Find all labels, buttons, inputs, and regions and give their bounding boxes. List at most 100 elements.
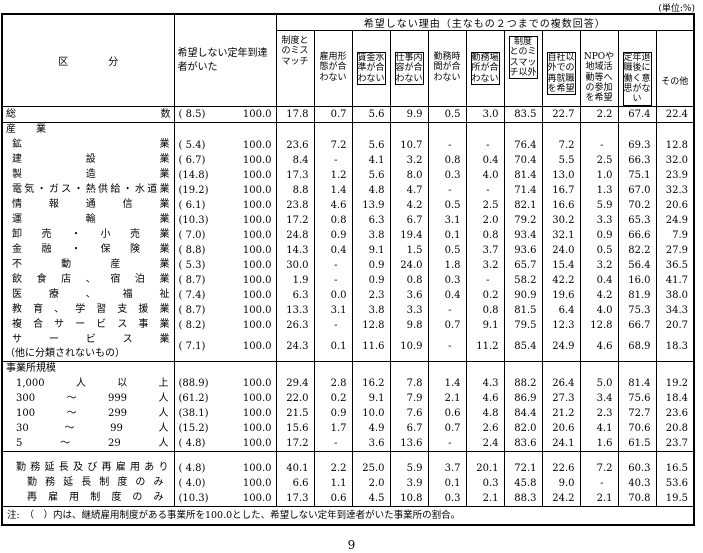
value-cell: 75.1	[617, 167, 657, 183]
value-cell: 2.3	[579, 406, 619, 421]
value-cell: 0.4	[579, 272, 619, 288]
value-cell	[313, 122, 353, 138]
column-header: 雇用形態が合わない	[313, 30, 353, 107]
value-cell: 24.0	[541, 242, 581, 258]
row-label: 勤務延長及び再雇用あり	[1, 460, 175, 476]
table-footer: 注: （ ）内は、継続雇用制度がある事業所を100.0とした、希望しない定年到達…	[1, 505, 695, 525]
value-cell: 0.4	[427, 287, 467, 303]
value-cell: 24.1	[541, 436, 581, 452]
table-row: 製造業 (14.8) 100.0 17.3 1.2 5.6 8.0 0.3 4.0 81.4 13.…	[1, 167, 695, 183]
row-label: 複合サービス事業	[1, 317, 175, 333]
value-cell: 23.6	[275, 137, 315, 153]
value-cell: 3.2	[465, 257, 505, 273]
value-cell: 70.6	[617, 421, 657, 436]
value-cell: 2.8	[313, 376, 353, 391]
value-cell: 4.8	[465, 406, 505, 421]
value-cell: 0.8	[313, 212, 353, 228]
column-header-label: 勤務時間が合わない	[433, 52, 461, 83]
value-cell: 17.3	[275, 490, 315, 506]
value-cell	[275, 360, 315, 376]
value-cell: 88.3	[503, 490, 543, 506]
value-cell: 16.2	[351, 376, 391, 391]
value-cell: 30.0	[275, 257, 315, 273]
table-row: 総数( 8.5) 100.0 17.8 0.7 5.6 9.9 0.5 3.0 83.5 22.7…	[1, 106, 695, 123]
value-cell: 38.0	[655, 287, 695, 303]
value-cell: 2.2	[579, 106, 619, 123]
value-cell: 10.0	[351, 406, 391, 421]
table-body: 総数( 8.5) 100.0 17.8 0.7 5.6 9.9 0.5 3.0 83.5 22.7…	[1, 106, 695, 506]
value-cell: 24.0	[389, 257, 429, 273]
value-cell: 0.2	[313, 391, 353, 406]
value-cell	[351, 360, 391, 376]
value-cell: 0.3	[427, 167, 467, 183]
value-cell: 3.2	[579, 257, 619, 273]
value-cell: 90.9	[503, 287, 543, 303]
column-header-label: NPOや地域活動等への参加を希望	[583, 52, 615, 104]
value-cell: 19.6	[541, 287, 581, 303]
table-header: 区 分 希望しない定年到達者がいた 希望しない理由（主なもの２つまでの複数回答）…	[1, 13, 695, 107]
value-cell: 3.8	[351, 302, 391, 318]
column-header-label: 制度とのミスマッチ	[281, 36, 309, 67]
had-retirees-cell	[173, 360, 277, 376]
had-retirees-cell: (61.2) 100.0	[173, 391, 277, 406]
value-cell: 16.5	[655, 460, 695, 476]
had-retirees-cell: (19.2) 100.0	[173, 182, 277, 198]
value-cell: 1.1	[313, 475, 353, 491]
had-retirees-cell	[173, 122, 277, 138]
value-cell: 0.4	[465, 152, 505, 168]
column-header: その他	[655, 30, 695, 107]
value-cell: 0.6	[427, 406, 467, 421]
had-retirees-cell: ( 8.2) 100.0	[173, 317, 277, 333]
value-cell: 2.1	[579, 490, 619, 506]
value-cell: 4.3	[465, 376, 505, 391]
value-cell: 4.5	[351, 490, 391, 506]
value-cell: 0.5	[427, 106, 467, 123]
row-label: 医療、福祉	[1, 287, 175, 303]
had-retirees-cell: ( 7.4) 100.0	[173, 287, 277, 303]
value-cell	[275, 451, 315, 461]
value-cell: -	[465, 137, 505, 153]
value-cell: 3.6	[389, 287, 429, 303]
value-cell: 13.6	[389, 436, 429, 452]
table-row: 飲食店、宿泊業( 8.7) 100.0 1.9-0.9 0.8 0.3-58.2 42.2…	[1, 272, 695, 288]
value-cell: 23.8	[275, 197, 315, 213]
had-retirees-cell: ( 8.7) 100.0	[173, 302, 277, 318]
value-cell: 6.6	[275, 475, 315, 491]
had-retirees-cell: ( 7.0) 100.0	[173, 227, 277, 243]
value-cell: 15.4	[541, 257, 581, 273]
row-label: 300～999人	[1, 391, 175, 406]
value-cell: 19.4	[389, 227, 429, 243]
column-header-label: 仕事内容が合わない	[394, 52, 424, 86]
column-header-label: 賃金水準が合わない	[356, 52, 386, 86]
row-label: 卸売・小売業	[1, 227, 175, 243]
value-cell: 22.6	[541, 460, 581, 476]
value-cell: 40.3	[617, 475, 657, 491]
value-cell	[503, 122, 543, 138]
value-cell	[655, 360, 695, 376]
value-cell	[389, 122, 429, 138]
value-cell: 70.8	[617, 490, 657, 506]
column-header: 勤務場所が合わない	[465, 30, 505, 107]
value-cell: 8.8	[275, 182, 315, 198]
value-cell: 0.1	[313, 332, 353, 361]
row-label: 総数	[1, 106, 175, 123]
row-label: 勤務延長制度のみ	[1, 475, 175, 491]
value-cell	[427, 451, 467, 461]
value-cell: 4.2	[579, 287, 619, 303]
value-cell: -	[579, 475, 619, 491]
value-cell: 1.0	[579, 167, 619, 183]
had-retirees-cell: ( 5.3) 100.0	[173, 257, 277, 273]
value-cell: 81.4	[617, 376, 657, 391]
value-cell: 3.7	[427, 460, 467, 476]
reasons-group-header: 希望しない理由（主なもの２つまでの複数回答）	[275, 13, 695, 31]
value-cell: 66.7	[617, 317, 657, 333]
value-cell: 45.8	[503, 475, 543, 491]
value-cell: 6.3	[351, 212, 391, 228]
value-cell: -	[427, 302, 467, 318]
value-cell: 0.5	[579, 242, 619, 258]
table-row: 運輸業 (10.3) 100.0 17.2 0.8 6.3 6.7 3.1 2.0 79.2 30.…	[1, 212, 695, 228]
value-cell: 4.8	[351, 182, 391, 198]
value-cell: 0.1	[427, 227, 467, 243]
value-cell: 12.8	[351, 317, 391, 333]
value-cell: 79.5	[503, 317, 543, 333]
